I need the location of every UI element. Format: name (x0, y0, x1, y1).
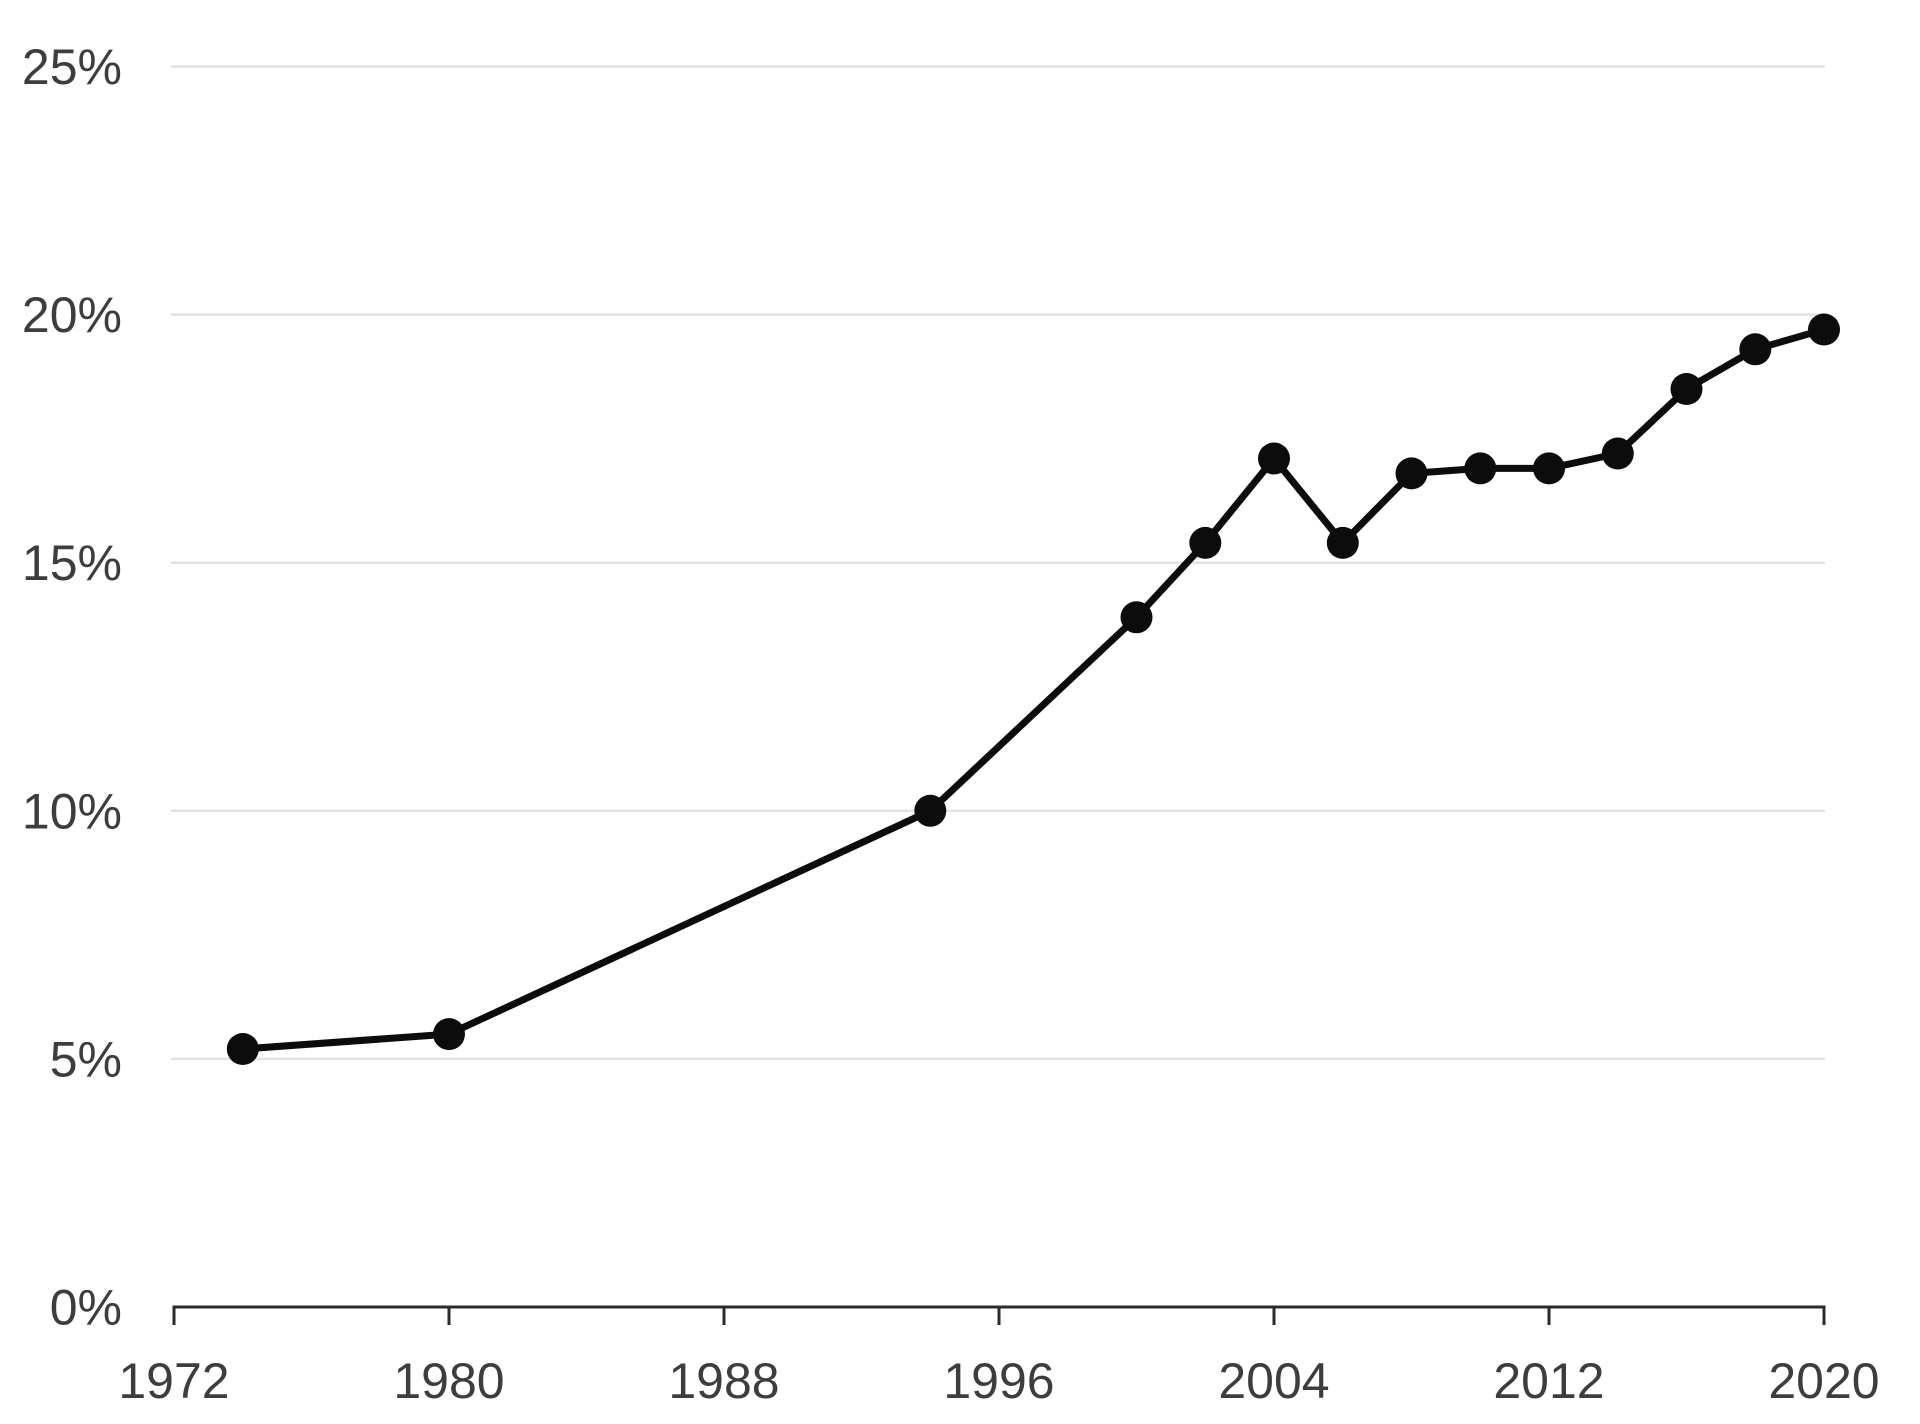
x-axis-layer (172, 1305, 1826, 1325)
data-point-2004 (1258, 442, 1290, 475)
x-axis-label-2004: 2004 (1218, 1353, 1329, 1409)
data-point-2010 (1464, 452, 1497, 485)
data-point-2014 (1601, 437, 1634, 470)
y-axis-label-0: 0% (50, 1280, 122, 1336)
x-axis-label-1980: 1980 (393, 1353, 504, 1409)
trend-line (239, 326, 1828, 1053)
gridlines-layer (171, 65, 1825, 1061)
data-point-1974 (226, 1033, 259, 1065)
data-point-1980 (433, 1018, 465, 1051)
data-point-1994 (914, 794, 947, 827)
data-series-layer (226, 313, 1840, 1065)
x-axis-label-2012: 2012 (1493, 1353, 1604, 1409)
data-point-2006 (1326, 526, 1359, 559)
y-axis-label-10: 10% (22, 783, 122, 839)
y-axis-label-15: 15% (22, 535, 122, 591)
data-point-2020 (1808, 313, 1840, 346)
x-axis-label-1988: 1988 (668, 1353, 779, 1409)
y-axis-label-20: 20% (22, 287, 122, 343)
data-point-2000 (1120, 601, 1153, 634)
x-axis-labels-layer: 1972 1980 1988 1996 2004 2012 2020 (118, 1353, 1879, 1409)
data-point-2002 (1189, 526, 1222, 559)
y-axis-labels-layer: 0% 5% 10% 15% 20% 25% (22, 39, 122, 1336)
x-axis-label-1996: 1996 (943, 1353, 1054, 1409)
data-point-2018 (1739, 333, 1772, 366)
y-axis-label-5: 5% (50, 1031, 122, 1087)
x-axis-label-1972: 1972 (118, 1353, 229, 1409)
data-point-2008 (1395, 457, 1428, 490)
data-point-2016 (1670, 373, 1703, 405)
data-point-2012 (1533, 452, 1565, 485)
y-axis-label-25: 25% (22, 39, 122, 95)
x-axis-label-2020: 2020 (1768, 1353, 1879, 1409)
